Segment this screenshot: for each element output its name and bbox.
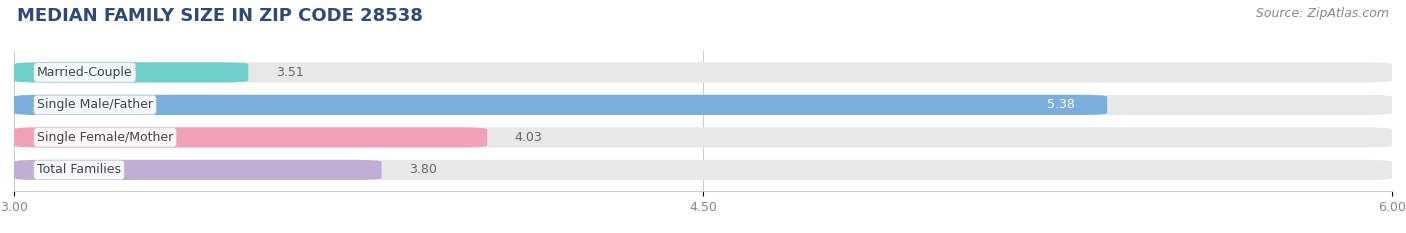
Text: Source: ZipAtlas.com: Source: ZipAtlas.com xyxy=(1256,7,1389,20)
FancyBboxPatch shape xyxy=(14,160,1392,180)
Text: MEDIAN FAMILY SIZE IN ZIP CODE 28538: MEDIAN FAMILY SIZE IN ZIP CODE 28538 xyxy=(17,7,423,25)
FancyBboxPatch shape xyxy=(14,62,1392,82)
Text: Single Female/Mother: Single Female/Mother xyxy=(37,131,173,144)
Text: 3.51: 3.51 xyxy=(276,66,304,79)
Text: Married-Couple: Married-Couple xyxy=(37,66,132,79)
Text: 5.38: 5.38 xyxy=(1047,98,1076,111)
FancyBboxPatch shape xyxy=(14,127,1392,147)
Text: Total Families: Total Families xyxy=(37,163,121,176)
FancyBboxPatch shape xyxy=(14,160,381,180)
FancyBboxPatch shape xyxy=(14,95,1392,115)
FancyBboxPatch shape xyxy=(14,127,486,147)
FancyBboxPatch shape xyxy=(14,62,249,82)
Text: 4.03: 4.03 xyxy=(515,131,543,144)
Text: 3.80: 3.80 xyxy=(409,163,437,176)
FancyBboxPatch shape xyxy=(14,95,1107,115)
Text: Single Male/Father: Single Male/Father xyxy=(37,98,153,111)
